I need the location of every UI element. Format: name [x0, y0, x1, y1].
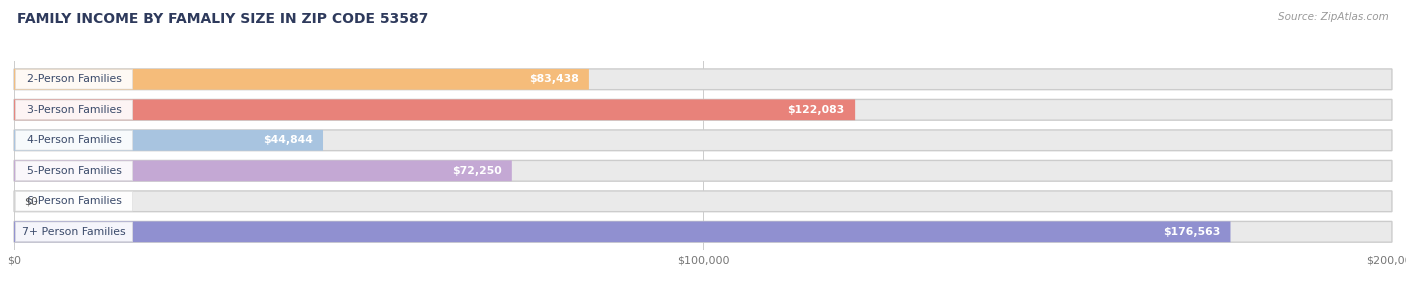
FancyBboxPatch shape: [15, 192, 132, 211]
Text: 3-Person Families: 3-Person Families: [27, 105, 121, 115]
Text: $44,844: $44,844: [263, 135, 312, 145]
FancyBboxPatch shape: [14, 99, 855, 120]
Text: 5-Person Families: 5-Person Families: [27, 166, 121, 176]
FancyBboxPatch shape: [14, 130, 323, 151]
FancyBboxPatch shape: [14, 160, 1392, 181]
Text: FAMILY INCOME BY FAMALIY SIZE IN ZIP CODE 53587: FAMILY INCOME BY FAMALIY SIZE IN ZIP COD…: [17, 12, 429, 26]
Text: $176,563: $176,563: [1163, 227, 1220, 237]
FancyBboxPatch shape: [15, 222, 132, 242]
Text: 2-Person Families: 2-Person Families: [27, 74, 121, 84]
Text: 6-Person Families: 6-Person Families: [27, 196, 121, 206]
Text: $0: $0: [24, 196, 38, 206]
FancyBboxPatch shape: [15, 70, 132, 89]
FancyBboxPatch shape: [14, 191, 1392, 212]
FancyBboxPatch shape: [14, 221, 1230, 242]
Text: 7+ Person Families: 7+ Person Families: [22, 227, 125, 237]
FancyBboxPatch shape: [15, 161, 132, 181]
Text: $72,250: $72,250: [451, 166, 502, 176]
FancyBboxPatch shape: [14, 221, 1392, 242]
Text: 4-Person Families: 4-Person Families: [27, 135, 121, 145]
FancyBboxPatch shape: [14, 69, 589, 90]
FancyBboxPatch shape: [14, 160, 512, 181]
Text: $122,083: $122,083: [787, 105, 845, 115]
FancyBboxPatch shape: [14, 69, 1392, 90]
FancyBboxPatch shape: [14, 99, 1392, 120]
Text: Source: ZipAtlas.com: Source: ZipAtlas.com: [1278, 12, 1389, 22]
FancyBboxPatch shape: [15, 131, 132, 150]
FancyBboxPatch shape: [15, 100, 132, 120]
Text: $83,438: $83,438: [529, 74, 578, 84]
FancyBboxPatch shape: [14, 130, 1392, 151]
